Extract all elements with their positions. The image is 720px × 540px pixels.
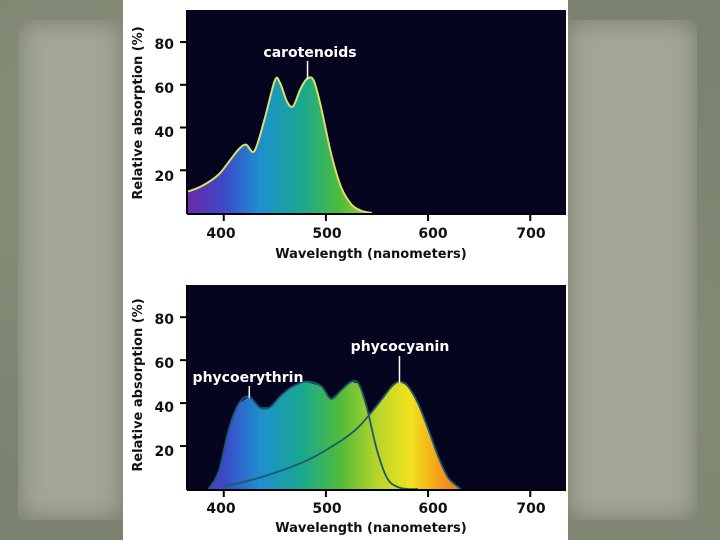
paper-texture-right xyxy=(567,20,697,520)
ticks-1 xyxy=(180,41,532,221)
annotation-carotenoids: carotenoids xyxy=(263,45,356,61)
ticks-2 xyxy=(180,316,532,497)
x-tick-label-700-2: 700 xyxy=(516,501,545,517)
y-axis-label-1: Relative absorption (%) xyxy=(131,26,146,199)
x-tick-label-600-2: 600 xyxy=(418,501,447,517)
y-tick-label-40: 40 xyxy=(155,125,175,141)
carotenoids-line xyxy=(187,76,373,214)
x-tick-label-600: 600 xyxy=(418,226,447,242)
x-axis-label-2: Wavelength (nanometers) xyxy=(275,521,466,536)
y-axis-label-2: Relative absorption (%) xyxy=(131,298,146,471)
phycoerythrin-line xyxy=(207,379,418,491)
x-tick-label-700: 700 xyxy=(516,226,545,242)
chart-phycobilins: phycoerythrin phycocyanin 80 60 40 20 40… xyxy=(131,285,566,536)
y-tick-label-20: 20 xyxy=(155,169,175,185)
annotation-phycocyanin: phycocyanin xyxy=(351,339,450,355)
annotation-phycoerythrin: phycoerythrin xyxy=(193,370,304,386)
y-tick-label-60: 60 xyxy=(155,81,175,97)
x-tick-label-400: 400 xyxy=(206,226,235,242)
carotenoids-area xyxy=(188,77,372,213)
chart-carotenoids: carotenoids 80 60 40 20 400 500 600 700 … xyxy=(131,10,566,262)
y-tick-label-80-2: 80 xyxy=(155,312,175,328)
y-tick-label-40-2: 40 xyxy=(155,400,175,416)
x-tick-label-500-2: 500 xyxy=(312,501,341,517)
y-tick-label-80: 80 xyxy=(155,37,175,53)
x-tick-label-400-2: 400 xyxy=(206,501,235,517)
x-tick-label-500: 500 xyxy=(312,226,341,242)
paper-texture-left xyxy=(18,20,123,520)
phycobilins-area xyxy=(208,381,460,489)
x-axis-label-1: Wavelength (nanometers) xyxy=(275,247,466,262)
phycocyanin-line xyxy=(223,380,462,490)
y-tick-label-60-2: 60 xyxy=(155,356,175,372)
y-tick-label-20-2: 20 xyxy=(155,444,175,460)
